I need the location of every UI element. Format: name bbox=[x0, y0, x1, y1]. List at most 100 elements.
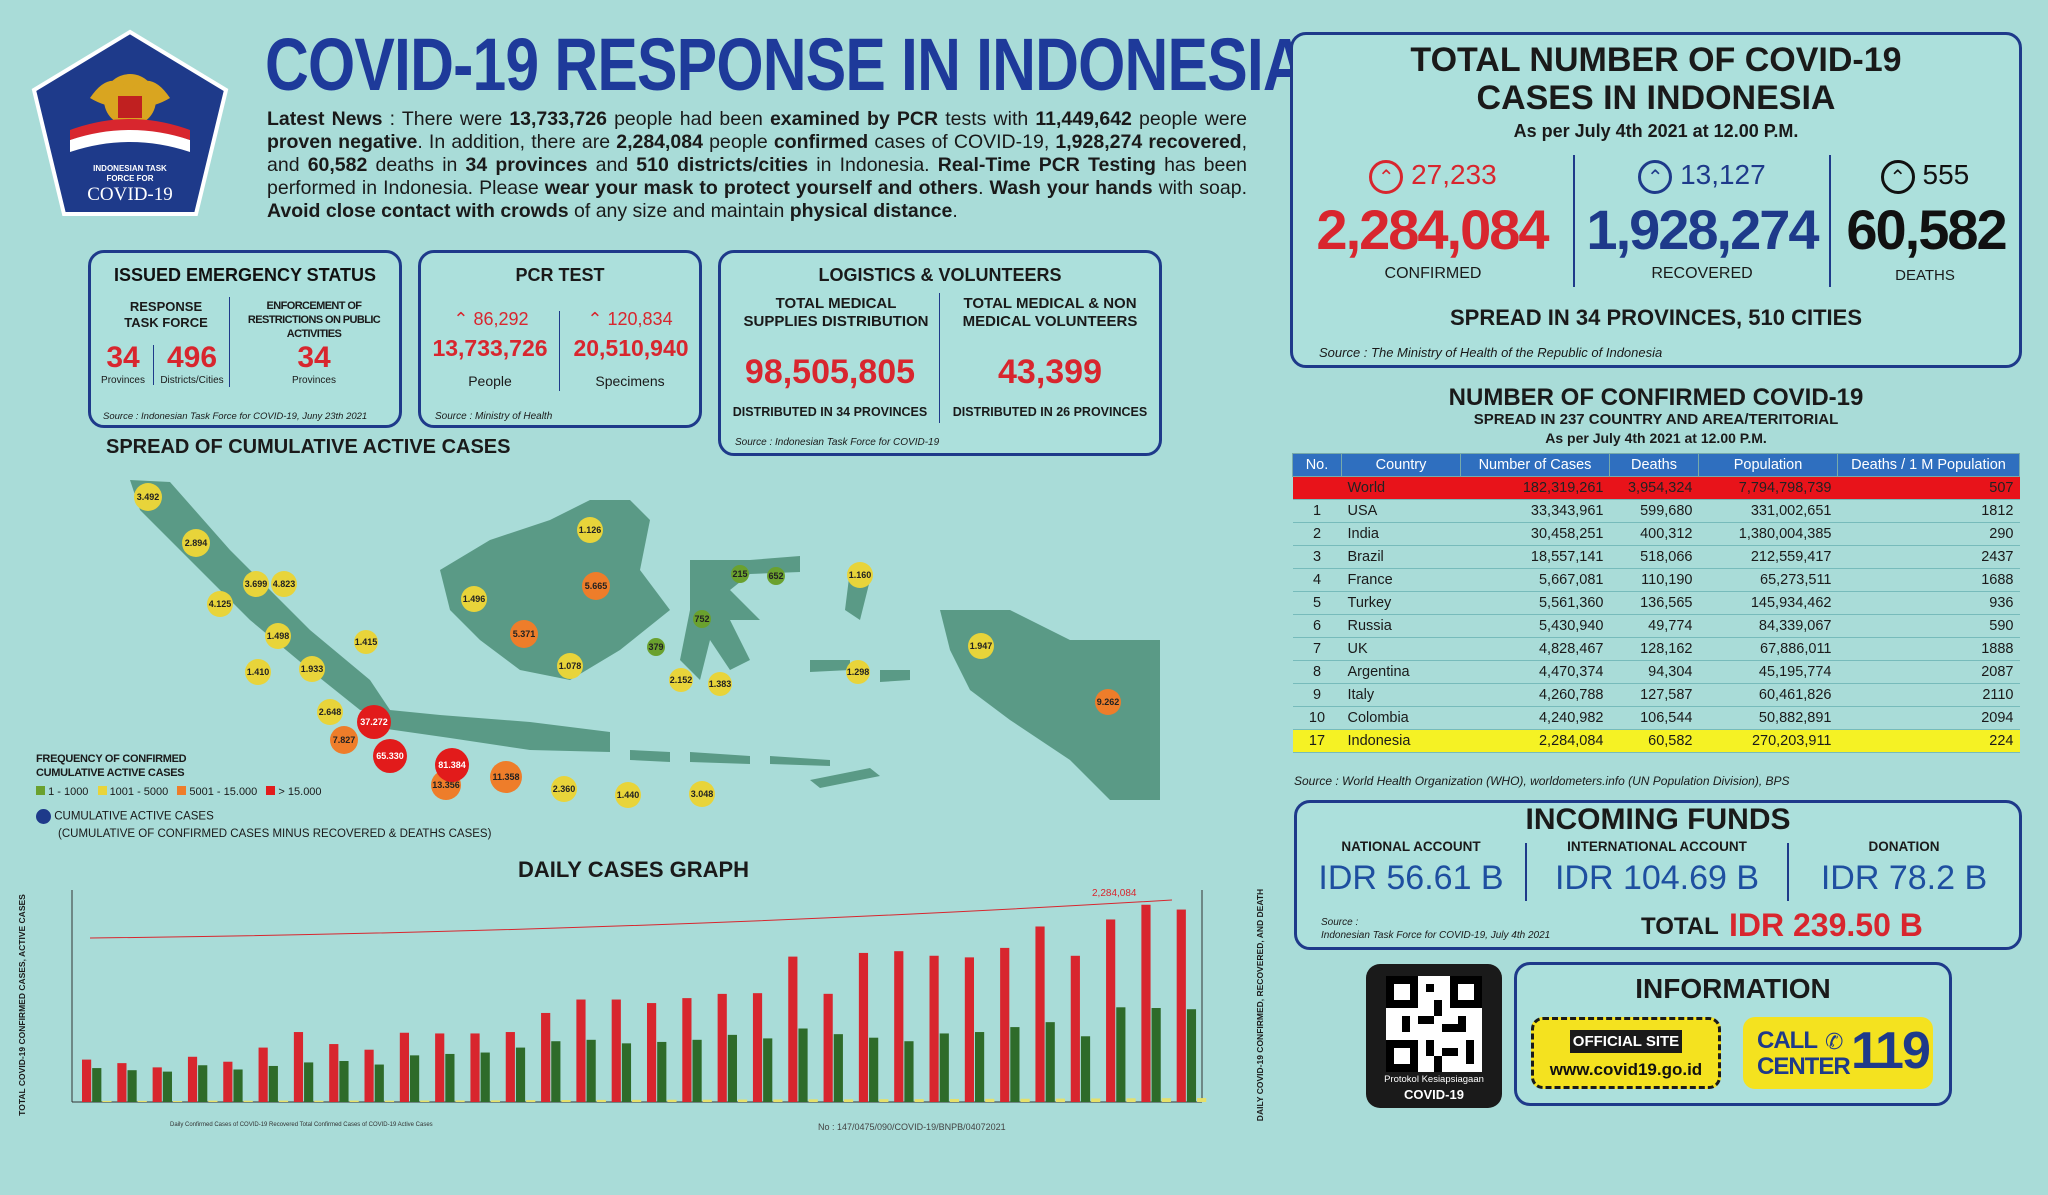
logistics-panel: LOGISTICS & VOLUNTEERS TOTAL MEDICAL SUP… bbox=[718, 250, 1162, 456]
table-cell: 4,240,982 bbox=[1460, 706, 1610, 730]
chart-bar-confirmed bbox=[293, 1032, 304, 1102]
table-cell: UK bbox=[1341, 637, 1461, 661]
map-point: 5.371 bbox=[510, 620, 538, 648]
phone-icon: ✆ bbox=[1825, 1029, 1844, 1054]
official-site-button[interactable]: OFFICIAL SITE www.covid19.go.id bbox=[1531, 1017, 1721, 1089]
qr-code-card[interactable]: Protokol Kesiapsiagaan COVID-19 bbox=[1366, 964, 1502, 1108]
chart-bar-confirmed bbox=[858, 952, 869, 1102]
chart-bar-recovered bbox=[869, 1037, 879, 1102]
chart-bar-confirmed bbox=[470, 1033, 480, 1102]
official-site-label: OFFICIAL SITE bbox=[1570, 1030, 1682, 1053]
chart-bar-confirmed bbox=[187, 1056, 198, 1102]
table-cell: 8 bbox=[1292, 660, 1342, 684]
volunteers-distribution-note: DISTRIBUTED IN 26 PROVINCES bbox=[952, 405, 1148, 419]
chart-bar-recovered bbox=[904, 1041, 914, 1102]
legend-label-red: > 15.000 bbox=[278, 786, 322, 798]
chart-bar-deaths bbox=[455, 1100, 465, 1102]
table-cell: 94,304 bbox=[1609, 660, 1699, 684]
qr-caption-1: Protokol Kesiapsiagaan bbox=[1384, 1074, 1484, 1085]
chart-bar-confirmed bbox=[1035, 926, 1045, 1102]
chart-bar-recovered bbox=[1151, 1008, 1161, 1102]
table-cell: 60,582 bbox=[1609, 729, 1699, 753]
chart-bar-recovered bbox=[833, 1034, 843, 1102]
call-center-label-1: CALL bbox=[1757, 1027, 1818, 1054]
chart-bar-deaths bbox=[490, 1100, 500, 1102]
table-cell: 2087 bbox=[1837, 660, 2020, 684]
table-cell: 507 bbox=[1837, 476, 2020, 500]
table-cell: 331,002,651 bbox=[1698, 499, 1838, 523]
chart-bar-deaths bbox=[667, 1099, 677, 1102]
world-subtitle: SPREAD IN 237 COUNTRY AND AREA/TERITORIA… bbox=[1473, 411, 1839, 428]
table-cell: 18,557,141 bbox=[1460, 545, 1610, 569]
deaths-label: DEATHS bbox=[1895, 267, 1955, 284]
chart-bar-confirmed bbox=[505, 1032, 515, 1102]
response-task-force-label: RESPONSE TASK FORCE bbox=[124, 299, 208, 330]
daily-graph-ylabel-right: DAILY COVID-19 CONFIRMED, RECOVERED, AND… bbox=[1255, 888, 1265, 1122]
table-cell: 30,458,251 bbox=[1460, 522, 1610, 546]
table-cell: 599,680 bbox=[1609, 499, 1699, 523]
chart-bar-deaths bbox=[773, 1099, 783, 1102]
chart-bar-deaths bbox=[596, 1099, 606, 1102]
table-row: 6 Russia 5,430,940 49,774 84,339,067 590 bbox=[1292, 614, 2020, 638]
world-source: Source : World Health Organization (WHO)… bbox=[1294, 774, 1790, 788]
daily-graph-ylabel-left: TOTAL COVID-19 CONFIRMED CASES, ACTIVE C… bbox=[17, 894, 27, 1116]
map-title: SPREAD OF CUMULATIVE ACTIVE CASES bbox=[106, 436, 511, 458]
deaths-value: 60,582 bbox=[1846, 198, 2007, 261]
chart-bar-deaths bbox=[632, 1099, 642, 1102]
up-chevron-circle-icon: ⌃ bbox=[1638, 159, 1673, 194]
table-cell: 1812 bbox=[1837, 499, 2020, 523]
table-row: 5 Turkey 5,561,360 136,565 145,934,462 936 bbox=[1292, 591, 2020, 615]
map-point: 1.126 bbox=[577, 517, 603, 543]
chart-bar-recovered bbox=[1045, 1022, 1055, 1102]
emergency-title: ISSUED EMERGENCY STATUS bbox=[113, 265, 377, 285]
map-legend: 1 - 1000 1001 - 5000 5001 - 15.000 > 15.… bbox=[36, 786, 322, 798]
map-point: 2.152 bbox=[669, 668, 693, 692]
table-cell: Turkey bbox=[1341, 591, 1461, 615]
pcr-specimens-label: Specimens bbox=[595, 373, 665, 389]
legend-swatch-yellow bbox=[97, 786, 107, 795]
table-cell: 1888 bbox=[1837, 637, 2020, 661]
legend-label-yellow: 1001 - 5000 bbox=[109, 786, 169, 798]
recovered-delta: ⌃ 13,127 bbox=[1575, 159, 1829, 194]
table-cell: 2094 bbox=[1837, 706, 2020, 730]
chart-bar-recovered bbox=[198, 1065, 208, 1102]
chart-bar-recovered bbox=[480, 1052, 490, 1102]
logo-text-3: COVID-19 bbox=[87, 184, 173, 205]
chart-bar-confirmed bbox=[929, 955, 939, 1102]
pcr-specimens-delta: ⌃ 120,834 bbox=[587, 309, 673, 329]
map-point: 3.492 bbox=[134, 483, 162, 511]
map-point: 2.894 bbox=[182, 529, 210, 557]
daily-graph-title: DAILY CASES GRAPH bbox=[518, 857, 750, 882]
table-cell: 110,190 bbox=[1609, 568, 1699, 592]
table-cell: 2 bbox=[1292, 522, 1342, 546]
qr-caption-2: COVID-19 bbox=[1404, 1087, 1464, 1102]
table-cell: 2110 bbox=[1837, 683, 2020, 707]
chart-bar-confirmed bbox=[1141, 904, 1151, 1102]
chart-bar-deaths bbox=[985, 1098, 995, 1102]
districts-label: Districts/Cities bbox=[160, 375, 224, 386]
map-point: 2.648 bbox=[317, 699, 343, 725]
table-row: 7 UK 4,828,467 128,162 67,886,011 1888 bbox=[1292, 637, 2020, 661]
total-cases-panel: TOTAL NUMBER OF COVID-19 CASES IN INDONE… bbox=[1290, 32, 2022, 368]
chart-bar-recovered bbox=[304, 1062, 314, 1102]
table-cell: 5,667,081 bbox=[1460, 568, 1610, 592]
call-center-number: 119 bbox=[1851, 1022, 1931, 1080]
chart-bar-confirmed bbox=[399, 1032, 409, 1102]
world-as-of: As per July 4th 2021 at 12.00 P.M. bbox=[1545, 430, 1767, 446]
chart-bar-confirmed bbox=[1000, 947, 1010, 1102]
table-row: 17 Indonesia 2,284,084 60,582 270,203,911 224 bbox=[1292, 729, 2020, 753]
table-cell: 5,430,940 bbox=[1460, 614, 1610, 638]
call-center-button[interactable]: CALL CENTER ✆ 119 bbox=[1743, 1017, 1933, 1089]
table-cell: 49,774 bbox=[1609, 614, 1699, 638]
map-point: 3.048 bbox=[689, 781, 715, 807]
chart-bar-confirmed bbox=[152, 1067, 162, 1102]
map-point: 1.933 bbox=[299, 656, 325, 682]
table-cell: 2437 bbox=[1837, 545, 2020, 569]
logistics-title: LOGISTICS & VOLUNTEERS bbox=[818, 265, 1062, 285]
deaths-delta: ⌃ 555 bbox=[1831, 159, 2019, 194]
table-cell: 50,882,891 bbox=[1698, 706, 1838, 730]
document-number: No : 147/0475/090/COVID-19/BNPB/04072021 bbox=[818, 1122, 1006, 1132]
chart-bar-deaths bbox=[102, 1100, 112, 1102]
table-cell: 3 bbox=[1292, 545, 1342, 569]
chart-bar-confirmed bbox=[364, 1049, 374, 1102]
